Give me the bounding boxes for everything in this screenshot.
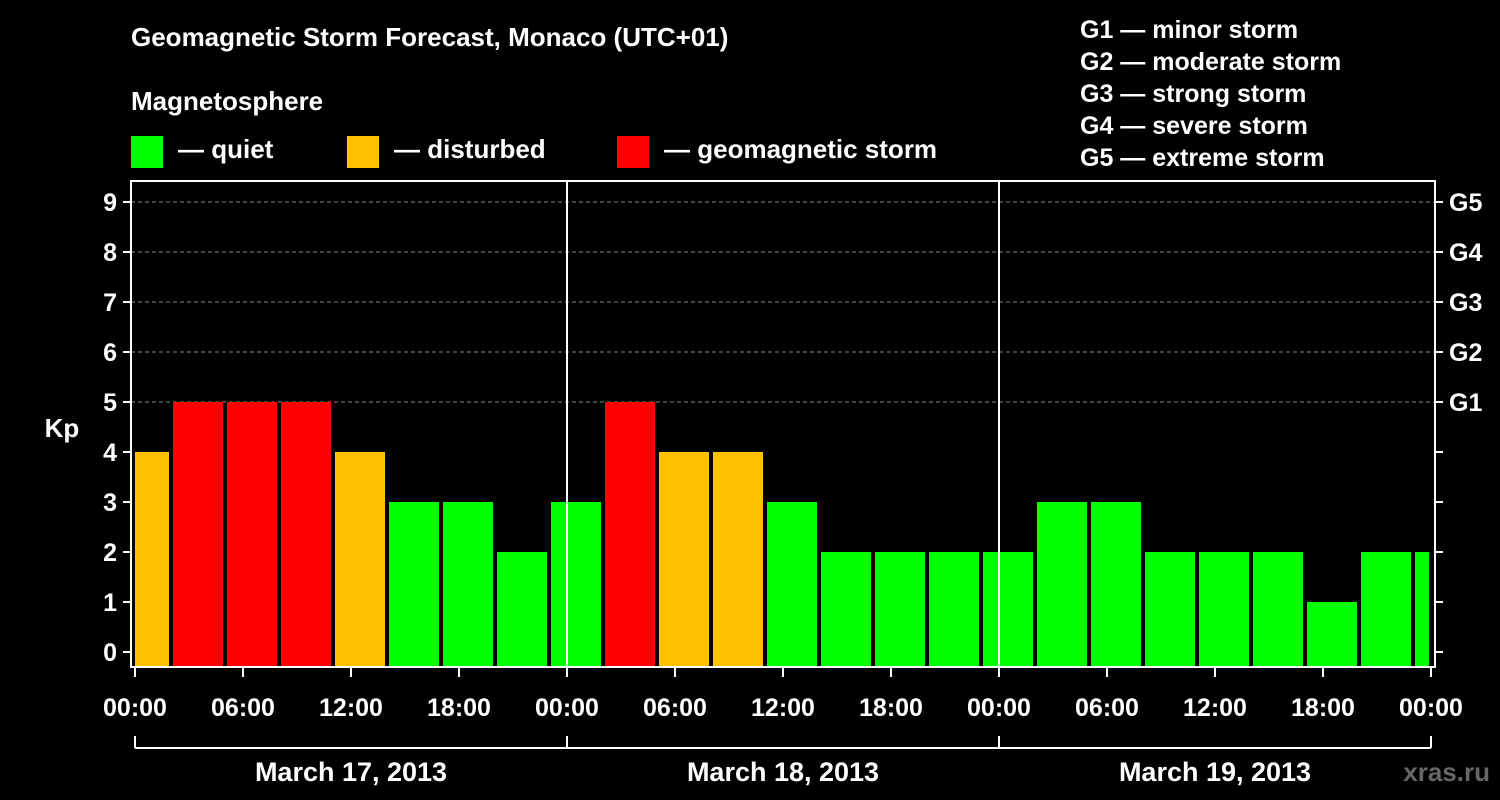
kp-bar [1253,552,1303,667]
y-tick-label: 8 [103,239,117,267]
y-tick-label: 5 [103,389,117,417]
x-tick-label: 18:00 [1291,694,1355,722]
kp-bar [1145,552,1195,667]
day-label: March 17, 2013 [255,757,447,787]
kp-bar [281,402,331,667]
kp-bar [1415,552,1429,667]
x-tick-label: 18:00 [859,694,923,722]
g-level-label: G1 [1449,389,1482,417]
x-tick-label: 06:00 [643,694,707,722]
g-scale-legend: G1 — minor storm G2 — moderate storm G3 … [1080,14,1341,174]
g2-legend: G2 — moderate storm [1080,48,1342,76]
x-tick-label: 00:00 [535,694,599,722]
kp-bar [135,452,169,667]
legend-quiet-label: — quiet [178,134,274,164]
legend-quiet-swatch [131,136,163,168]
x-tick-label: 06:00 [211,694,275,722]
kp-bar [443,502,493,667]
kp-bar [227,402,277,667]
x-tick-label: 00:00 [103,694,167,722]
kp-bar [1199,552,1249,667]
kp-bar [389,502,439,667]
y-tick-label: 4 [103,439,117,467]
legend-storm-label: — geomagnetic storm [664,134,938,164]
y-axis-label: Kp [45,413,80,443]
day-label: March 18, 2013 [687,757,879,787]
x-tick-label: 00:00 [1399,694,1463,722]
x-tick-label: 06:00 [1075,694,1139,722]
chart-title: Geomagnetic Storm Forecast, Monaco (UTC+… [131,22,729,52]
kp-bar [821,552,871,667]
kp-bar [173,402,223,667]
day-label: March 19, 2013 [1119,757,1311,787]
g-level-label: G2 [1449,339,1482,367]
kp-bar [659,452,709,667]
magnetosphere-label: Magnetosphere [131,86,324,116]
kp-bar [1091,502,1141,667]
y-tick-label: 2 [103,539,117,567]
x-tick-label: 12:00 [1183,694,1247,722]
g-level-label: G5 [1449,189,1482,217]
kp-bar [1307,602,1357,667]
g-level-label: G3 [1449,289,1482,317]
x-tick-label: 00:00 [967,694,1031,722]
legend-storm-swatch [617,136,649,168]
y-tick-label: 7 [103,289,117,317]
g5-legend: G5 — extreme storm [1080,144,1325,172]
y-tick-label: 9 [103,189,117,217]
x-tick-label: 12:00 [319,694,383,722]
kp-bar [929,552,979,667]
kp-bar [983,552,1033,667]
kp-bar [605,402,655,667]
kp-bar [1037,502,1087,667]
kp-bar [875,552,925,667]
g4-legend: G4 — severe storm [1080,112,1308,140]
legend-disturbed-label: — disturbed [394,134,546,164]
kp-bar [551,502,601,667]
watermark: xras.ru [1403,757,1490,787]
y-tick-label: 0 [103,639,117,667]
y-tick-label: 3 [103,489,117,517]
y-tick-label: 1 [103,589,117,617]
g3-legend: G3 — strong storm [1080,80,1307,108]
kp-bar [713,452,763,667]
x-tick-label: 18:00 [427,694,491,722]
g1-legend: G1 — minor storm [1080,16,1299,44]
kp-bar [497,552,547,667]
legend-disturbed-swatch [347,136,379,168]
kp-bar [335,452,385,667]
x-tick-label: 12:00 [751,694,815,722]
kp-bar [1361,552,1411,667]
kp-bar [767,502,817,667]
y-tick-label: 6 [103,339,117,367]
g-level-label: G4 [1449,239,1482,267]
